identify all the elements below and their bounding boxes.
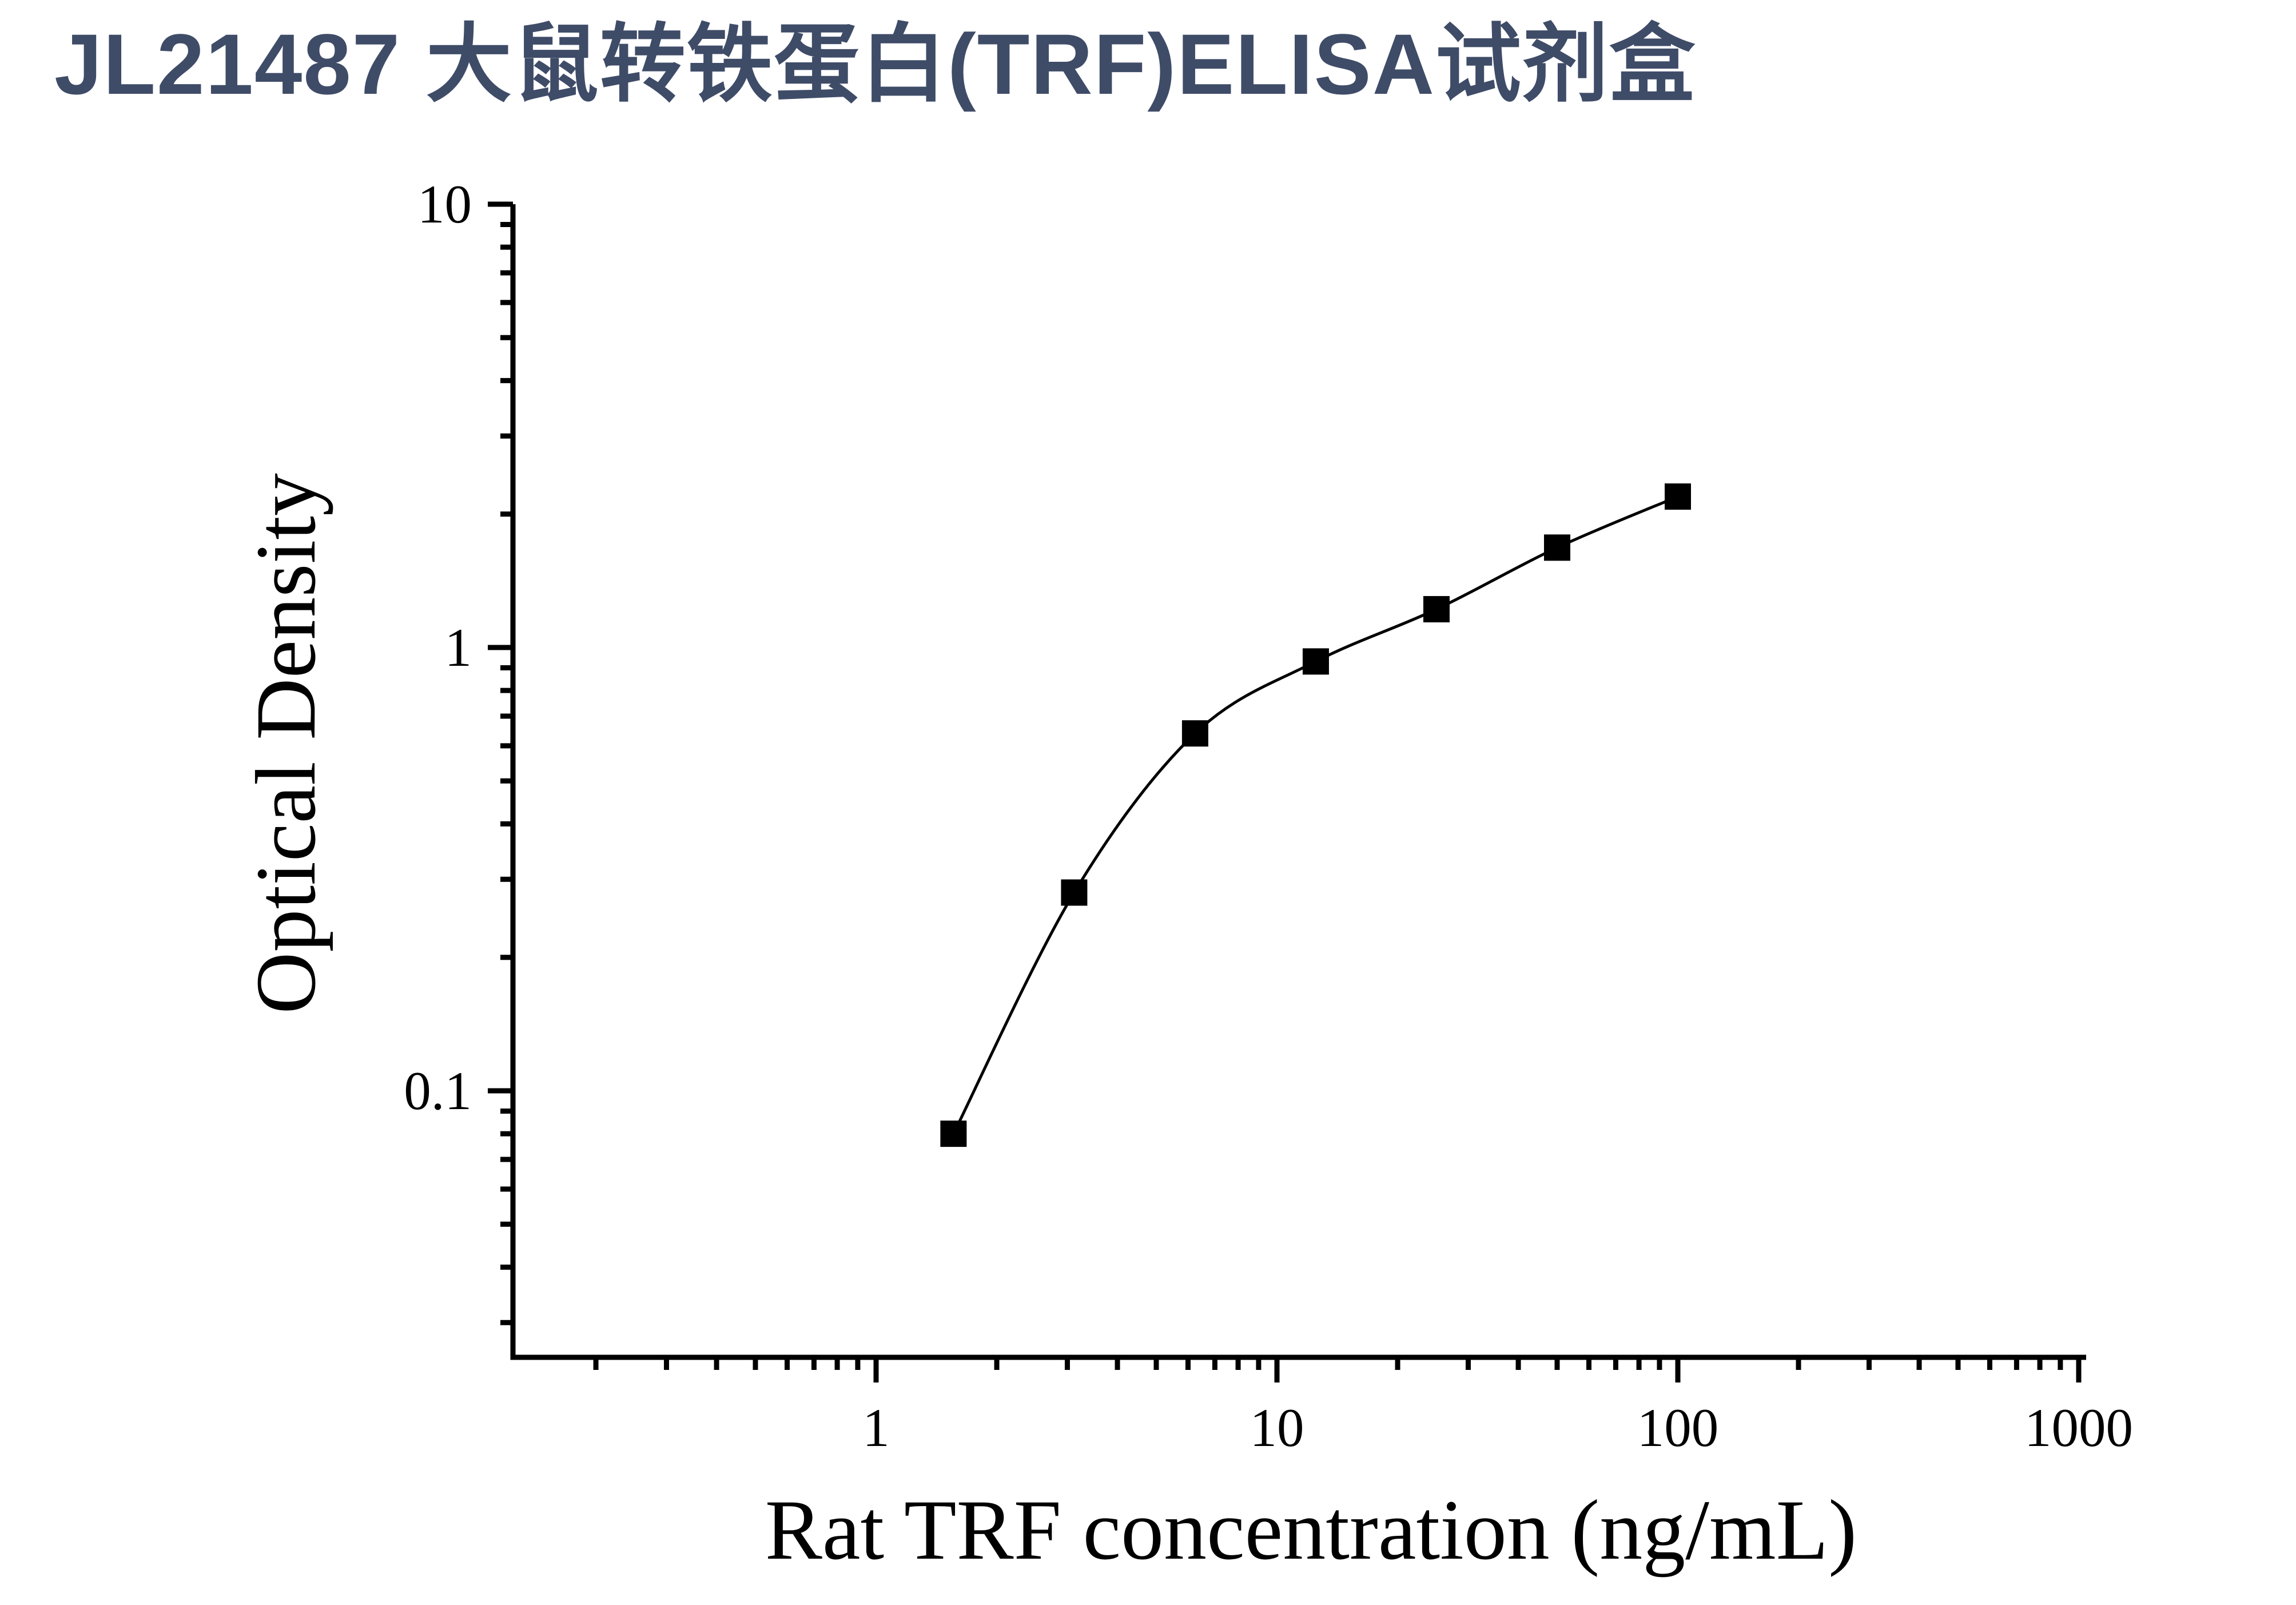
axis-ticks [488, 201, 2082, 1382]
y-axis-title: Optical Density [238, 473, 333, 1014]
data-point-marker [1061, 879, 1088, 906]
x-tick-label: 1 [862, 1397, 890, 1458]
y-tick-label: 0.1 [404, 1060, 472, 1121]
y-tick-label: 1 [445, 617, 472, 678]
fit-curve [952, 495, 1678, 1135]
figure-title: JL21487 大鼠转铁蛋白(TRF)ELISA试剂盒 [54, 16, 1697, 112]
data-point-marker [1181, 720, 1208, 747]
data-point-marker [940, 1121, 967, 1147]
data-point-marker [1665, 483, 1691, 510]
x-tick-label: 100 [1637, 1397, 1719, 1458]
y-tick-label: 10 [417, 174, 472, 235]
series-trf-standard-curve [940, 483, 1691, 1147]
data-point-marker [1423, 596, 1450, 623]
x-tick-label: 1000 [2024, 1397, 2133, 1458]
x-axis-title: Rat TRF concentration (ng/mL) [765, 1483, 1857, 1578]
x-tick-label: 10 [1250, 1397, 1304, 1458]
data-point-marker [1302, 648, 1329, 675]
axes [510, 204, 2086, 1360]
tick-labels: 0.1 1 10 1 10 100 1000 Rat TRF concentration (n… [238, 174, 2133, 1578]
data-point-marker [1543, 534, 1570, 561]
axis-spines [510, 204, 2086, 1360]
